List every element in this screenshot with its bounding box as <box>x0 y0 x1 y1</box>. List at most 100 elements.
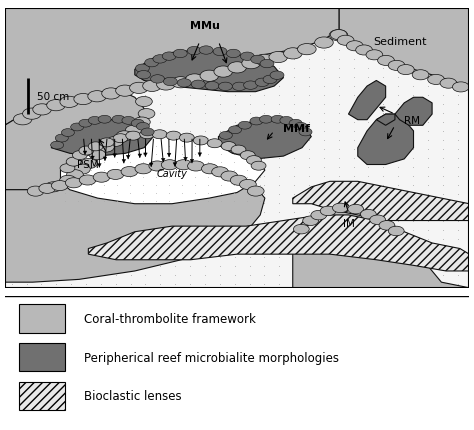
Circle shape <box>232 83 246 91</box>
Circle shape <box>271 116 284 124</box>
Polygon shape <box>88 215 469 271</box>
Circle shape <box>129 83 148 94</box>
Circle shape <box>136 97 152 108</box>
Text: MMu: MMu <box>190 21 219 31</box>
Polygon shape <box>161 159 165 163</box>
Circle shape <box>121 167 138 177</box>
Circle shape <box>55 135 68 143</box>
Circle shape <box>66 170 83 180</box>
Circle shape <box>255 55 273 66</box>
Polygon shape <box>122 160 126 163</box>
Circle shape <box>156 80 175 91</box>
Circle shape <box>453 83 469 93</box>
Circle shape <box>200 71 219 82</box>
Polygon shape <box>149 163 153 167</box>
Circle shape <box>329 31 348 42</box>
Circle shape <box>187 47 201 56</box>
Circle shape <box>134 118 150 128</box>
Circle shape <box>65 178 82 188</box>
Circle shape <box>303 216 319 226</box>
Circle shape <box>428 75 445 85</box>
Circle shape <box>166 132 181 141</box>
Circle shape <box>231 146 246 155</box>
Circle shape <box>39 184 55 194</box>
Circle shape <box>152 130 167 139</box>
Circle shape <box>311 211 327 220</box>
Circle shape <box>388 227 404 236</box>
Text: MMf: MMf <box>283 124 310 134</box>
Circle shape <box>207 139 222 148</box>
Circle shape <box>73 165 90 175</box>
Circle shape <box>161 160 178 170</box>
Circle shape <box>27 187 44 197</box>
Circle shape <box>60 97 79 108</box>
Circle shape <box>98 116 111 124</box>
Circle shape <box>164 78 177 86</box>
Circle shape <box>260 116 273 124</box>
Circle shape <box>88 92 106 103</box>
Circle shape <box>73 151 87 160</box>
Circle shape <box>71 124 84 132</box>
Polygon shape <box>5 9 339 126</box>
Circle shape <box>289 120 302 128</box>
Circle shape <box>107 137 124 147</box>
Circle shape <box>228 63 246 74</box>
Circle shape <box>98 143 114 153</box>
Circle shape <box>221 142 236 151</box>
Circle shape <box>227 50 240 58</box>
Circle shape <box>247 187 264 197</box>
Circle shape <box>240 53 254 61</box>
Circle shape <box>366 51 383 61</box>
Polygon shape <box>395 98 432 126</box>
Circle shape <box>125 126 142 136</box>
Circle shape <box>213 48 227 56</box>
Circle shape <box>60 176 76 186</box>
Polygon shape <box>293 210 469 288</box>
Circle shape <box>51 142 64 150</box>
Circle shape <box>379 221 395 230</box>
Polygon shape <box>348 81 386 120</box>
Circle shape <box>246 156 261 165</box>
Polygon shape <box>5 90 144 190</box>
Circle shape <box>79 175 96 186</box>
Circle shape <box>136 65 149 73</box>
Circle shape <box>138 109 155 120</box>
Circle shape <box>188 162 204 172</box>
Circle shape <box>145 59 159 68</box>
Circle shape <box>440 79 457 89</box>
Circle shape <box>260 60 274 69</box>
Circle shape <box>122 117 135 125</box>
Polygon shape <box>61 134 265 204</box>
Circle shape <box>113 135 128 143</box>
Circle shape <box>79 147 94 156</box>
Circle shape <box>193 137 208 146</box>
Circle shape <box>137 123 149 131</box>
Polygon shape <box>183 158 187 161</box>
Circle shape <box>298 44 316 55</box>
Circle shape <box>185 75 204 86</box>
Circle shape <box>299 129 312 137</box>
Circle shape <box>199 47 213 55</box>
Circle shape <box>74 94 92 105</box>
Polygon shape <box>5 165 265 288</box>
Circle shape <box>238 122 251 130</box>
Text: 50 cm: 50 cm <box>37 92 70 101</box>
Circle shape <box>107 170 124 180</box>
Circle shape <box>346 42 363 52</box>
Bar <box>18 343 65 372</box>
Polygon shape <box>103 157 107 161</box>
Polygon shape <box>198 154 201 157</box>
Polygon shape <box>293 182 469 221</box>
Circle shape <box>370 215 385 225</box>
Circle shape <box>332 204 348 213</box>
Circle shape <box>137 71 151 80</box>
Circle shape <box>162 53 176 61</box>
Circle shape <box>201 164 218 175</box>
Polygon shape <box>135 50 283 92</box>
Polygon shape <box>167 154 171 157</box>
Text: RM: RM <box>404 115 420 126</box>
Circle shape <box>294 123 307 131</box>
Polygon shape <box>138 155 142 158</box>
Circle shape <box>280 117 293 125</box>
Circle shape <box>263 76 277 84</box>
